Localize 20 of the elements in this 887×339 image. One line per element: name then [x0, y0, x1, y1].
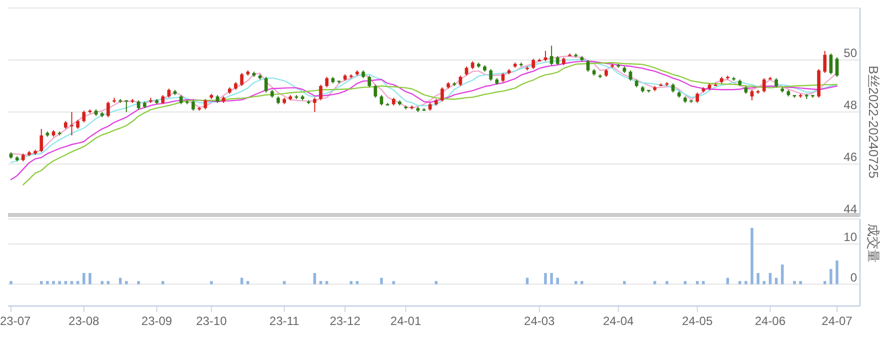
x-tick-label: 23-09 — [141, 314, 172, 328]
x-tick-label: 24-06 — [754, 314, 786, 328]
x-tick-label: 24-07 — [822, 314, 853, 328]
x-tick-label: 23-10 — [196, 314, 228, 328]
x-tick-label: 23-08 — [68, 314, 100, 328]
x-tick-label: 23-07 — [0, 314, 32, 328]
y-tick-label: 50 — [844, 46, 858, 60]
x-tick-label: 24-03 — [524, 314, 556, 328]
y-tick-label: 48 — [844, 98, 858, 112]
y-tick-label: 0 — [850, 270, 858, 284]
x-tick-label: 24-04 — [603, 314, 634, 328]
y-tick-label: 10 — [844, 230, 858, 244]
x-tick-label: 24-05 — [682, 314, 713, 328]
x-tick-label: 23-12 — [330, 314, 361, 328]
y-axis-title: 成交量 — [866, 224, 881, 262]
y-tick-label: 46 — [844, 150, 858, 164]
y-tick-label: 44 — [844, 202, 858, 216]
x-tick-label: 24-01 — [390, 314, 422, 328]
x-tick-label: 23-11 — [269, 314, 300, 328]
y-axis-title: B丝2022-20240725 — [866, 66, 881, 178]
